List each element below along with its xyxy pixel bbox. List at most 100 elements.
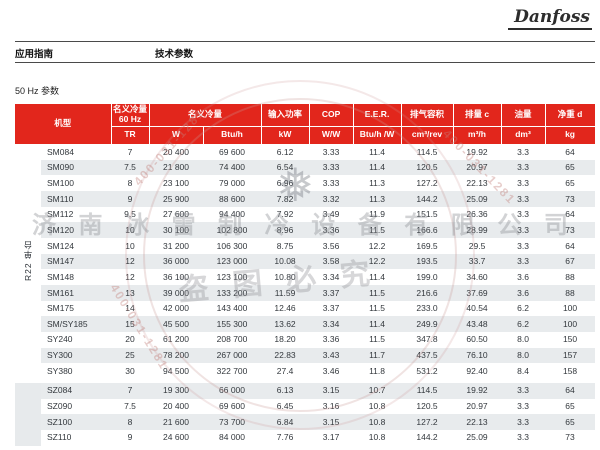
value-cell: 8.4 [517,365,529,376]
model-cell: SZ110 [47,432,72,443]
value-cell: 25 900 [149,191,204,207]
value-cell: 6.12 [276,146,294,157]
spec-table: 机型 名义冷量 60 Hz 名义冷量 输入功率 COP E.E.R. 排气容积 … [15,103,596,446]
value-cell: 11.5 [369,334,385,345]
value-cell: 10.08 [261,253,310,270]
value-cell: 27.4 [276,365,294,376]
value-cell: 3.37 [322,303,340,314]
value-cell: 3.17 [322,432,340,443]
value-cell: 193.5 [401,253,454,270]
model-cell: SM090 [41,159,112,176]
table-row: R22 单台 SM084 7 20 400 69 600 6.12 3.33 11.4 114.… [15,144,595,379]
model-cell: SZ084 [41,382,112,399]
value-cell: 6.2 [517,303,529,314]
value-cell: 106 300 [216,240,248,251]
value-cell: 199.0 [416,271,438,282]
value-cell: 18.20 [274,334,296,345]
value-cell: 127.2 [416,177,438,188]
value-cell: 22.83 [261,347,310,364]
value-cell: 7.92 [276,209,294,220]
value-cell: 3.6 [501,284,546,301]
value-cell: 64 [565,240,575,251]
header-capacity-60hz-line2: 60 Hz [118,113,142,124]
value-cell: 64 [545,382,596,399]
value-cell: 20.97 [453,159,502,176]
value-cell: 12.46 [274,303,296,314]
value-cell: 208 700 [216,334,248,345]
value-cell: 12.2 [353,253,402,270]
value-cell: 114.5 [401,382,454,399]
value-cell: 26.36 [466,209,488,220]
value-cell: 120.5 [416,401,438,412]
value-cell: 12 [111,253,150,270]
value-cell: 3.37 [309,284,354,301]
value-cell: 94 400 [219,209,246,220]
value-cell: 3.49 [322,209,340,220]
table-row: SM175 14 42 000 143 400 12.46 3.37 11.5 233.0 40… [15,301,595,317]
value-cell: 69 600 [219,401,246,412]
value-cell: 3.3 [501,191,546,207]
unit-w: W [148,125,204,145]
value-cell: 11.4 [369,271,385,282]
value-cell: 88 [545,284,596,301]
value-cell: 3.3 [517,209,529,220]
value-cell: 100 [545,316,596,332]
spec-table-wrapper: 机型 名义冷量 60 Hz 名义冷量 输入功率 COP E.E.R. 排气容积 … [15,103,596,446]
value-cell: 102 800 [203,222,262,238]
unit-dm3: dm³ [500,125,546,145]
value-cell: 8.96 [261,222,310,238]
unit-tr: TR [110,125,150,145]
group-label: R22 单台 [22,240,33,282]
unit-btuhw: Btu/h /W [352,125,402,145]
value-cell: 7 [127,146,133,157]
nav-rule [15,62,595,63]
value-cell: 3.3 [517,401,529,412]
value-cell: 10.8 [368,401,386,412]
value-cell: 60.50 [466,334,488,345]
value-cell: 3.6 [517,271,529,282]
header-cop: COP [308,103,354,127]
value-cell: 123 000 [203,253,262,270]
unit-cm3rev: cm³/rev [400,125,454,145]
section-title-50hz: 50 Hz 参数 [15,86,60,96]
value-cell: 347.8 [416,334,438,345]
model-cell: SZ090 [47,401,73,412]
value-cell: 3.36 [309,222,354,238]
value-cell: 25.09 [453,191,502,207]
value-cell: 166.6 [401,222,454,238]
value-cell: 7.76 [276,432,294,443]
value-cell: 3.3 [501,382,546,399]
value-cell: 15 [111,316,150,332]
value-cell: 3.3 [501,222,546,238]
header-oil: 油量 [500,103,546,127]
value-cell: 3.58 [309,253,354,270]
value-cell: 65 [545,414,596,430]
model-cell: SM084 [47,146,74,157]
model-cell: SM147 [41,253,112,270]
value-cell: 3.43 [309,347,354,364]
table-body: R22 单台 SM084 7 20 400 69 600 6.12 3.33 11.4 114.… [15,144,596,446]
value-cell: 10 [111,222,150,238]
top-rule [15,41,595,42]
header-model: 机型 [15,103,112,145]
value-cell: 13.62 [261,316,310,332]
value-cell: 22.13 [453,414,502,430]
group-cell [15,382,41,446]
value-cell: 19.92 [453,382,502,399]
value-cell: 10.8 [368,432,386,443]
value-cell: 3.3 [501,253,546,270]
value-cell: 31 200 [163,240,190,251]
table-row: SY380 30 94 500 322 700 27.4 3.46 11.8 531.2 92.… [15,363,595,379]
value-cell: 3.3 [517,432,529,443]
table-row: SZ090 7.5 20 400 69 600 6.45 3.16 10.8 120.5 20.… [15,399,595,415]
value-cell: 3.33 [309,159,354,176]
group-separator [15,378,596,383]
value-cell: 144.2 [401,191,454,207]
value-cell: 73 [545,191,596,207]
value-cell: 12.2 [368,240,386,251]
value-cell: 13 [111,284,150,301]
header-input-power: 输入功率 [260,103,310,127]
value-cell: 64 [565,209,575,220]
value-cell: 3.3 [501,159,546,176]
